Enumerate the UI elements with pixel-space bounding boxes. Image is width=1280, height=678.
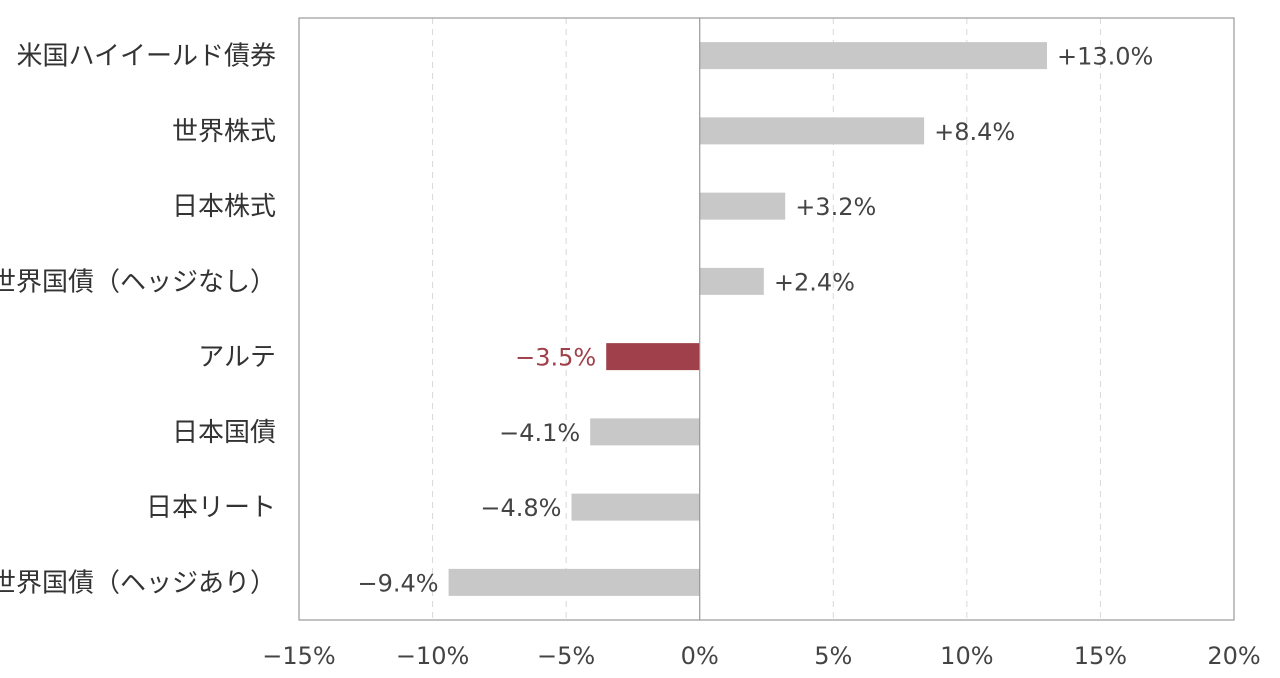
bar [699, 192, 786, 220]
bar [448, 568, 700, 596]
x-tick-label: 15% [1074, 642, 1127, 670]
x-tick-label: 0% [681, 642, 719, 670]
bar [590, 418, 700, 446]
value-label: −4.8% [480, 494, 561, 522]
plot-frame [298, 17, 1235, 621]
x-tick-label: 5% [814, 642, 852, 670]
x-tick-labels: −15% −10% −5% 0% 5% 10% 15% 20% [262, 642, 1260, 670]
category-label: 世界国債（ヘッジなし） [0, 267, 276, 297]
bars [448, 42, 1047, 596]
bar [699, 42, 1047, 70]
category-label: 日本リート [146, 493, 276, 523]
frame-rect [298, 17, 1235, 621]
value-label: +13.0% [1057, 43, 1153, 71]
value-label: −9.4% [358, 569, 439, 597]
category-label: 日本株式 [172, 192, 276, 222]
bar [699, 117, 925, 145]
x-tick-label: 20% [1207, 642, 1260, 670]
category-label: 米国ハイイールド債券 [17, 42, 276, 72]
x-tick-label: −10% [396, 642, 469, 670]
bar [571, 493, 700, 521]
x-tick-label: −15% [262, 642, 335, 670]
category-label: 日本国債 [172, 418, 276, 448]
bar [699, 267, 764, 295]
category-label: アルテ [198, 343, 276, 373]
value-label: +2.4% [774, 268, 855, 296]
gridlines [432, 18, 1101, 620]
value-labels: +13.0% +8.4% +3.2% +2.4% −3.5% −4.1% −4.8% −9.4… [358, 43, 1154, 598]
category-label: 世界株式 [172, 117, 276, 147]
value-label: −4.1% [499, 419, 580, 447]
bar-highlight [606, 343, 700, 371]
x-tick-label: −5% [537, 642, 595, 670]
value-label: −3.5% [515, 344, 596, 372]
value-label: +3.2% [795, 193, 876, 221]
value-label: +8.4% [934, 118, 1015, 146]
category-label: 世界国債（ヘッジあり） [0, 568, 276, 598]
x-tick-label: 10% [940, 642, 993, 670]
